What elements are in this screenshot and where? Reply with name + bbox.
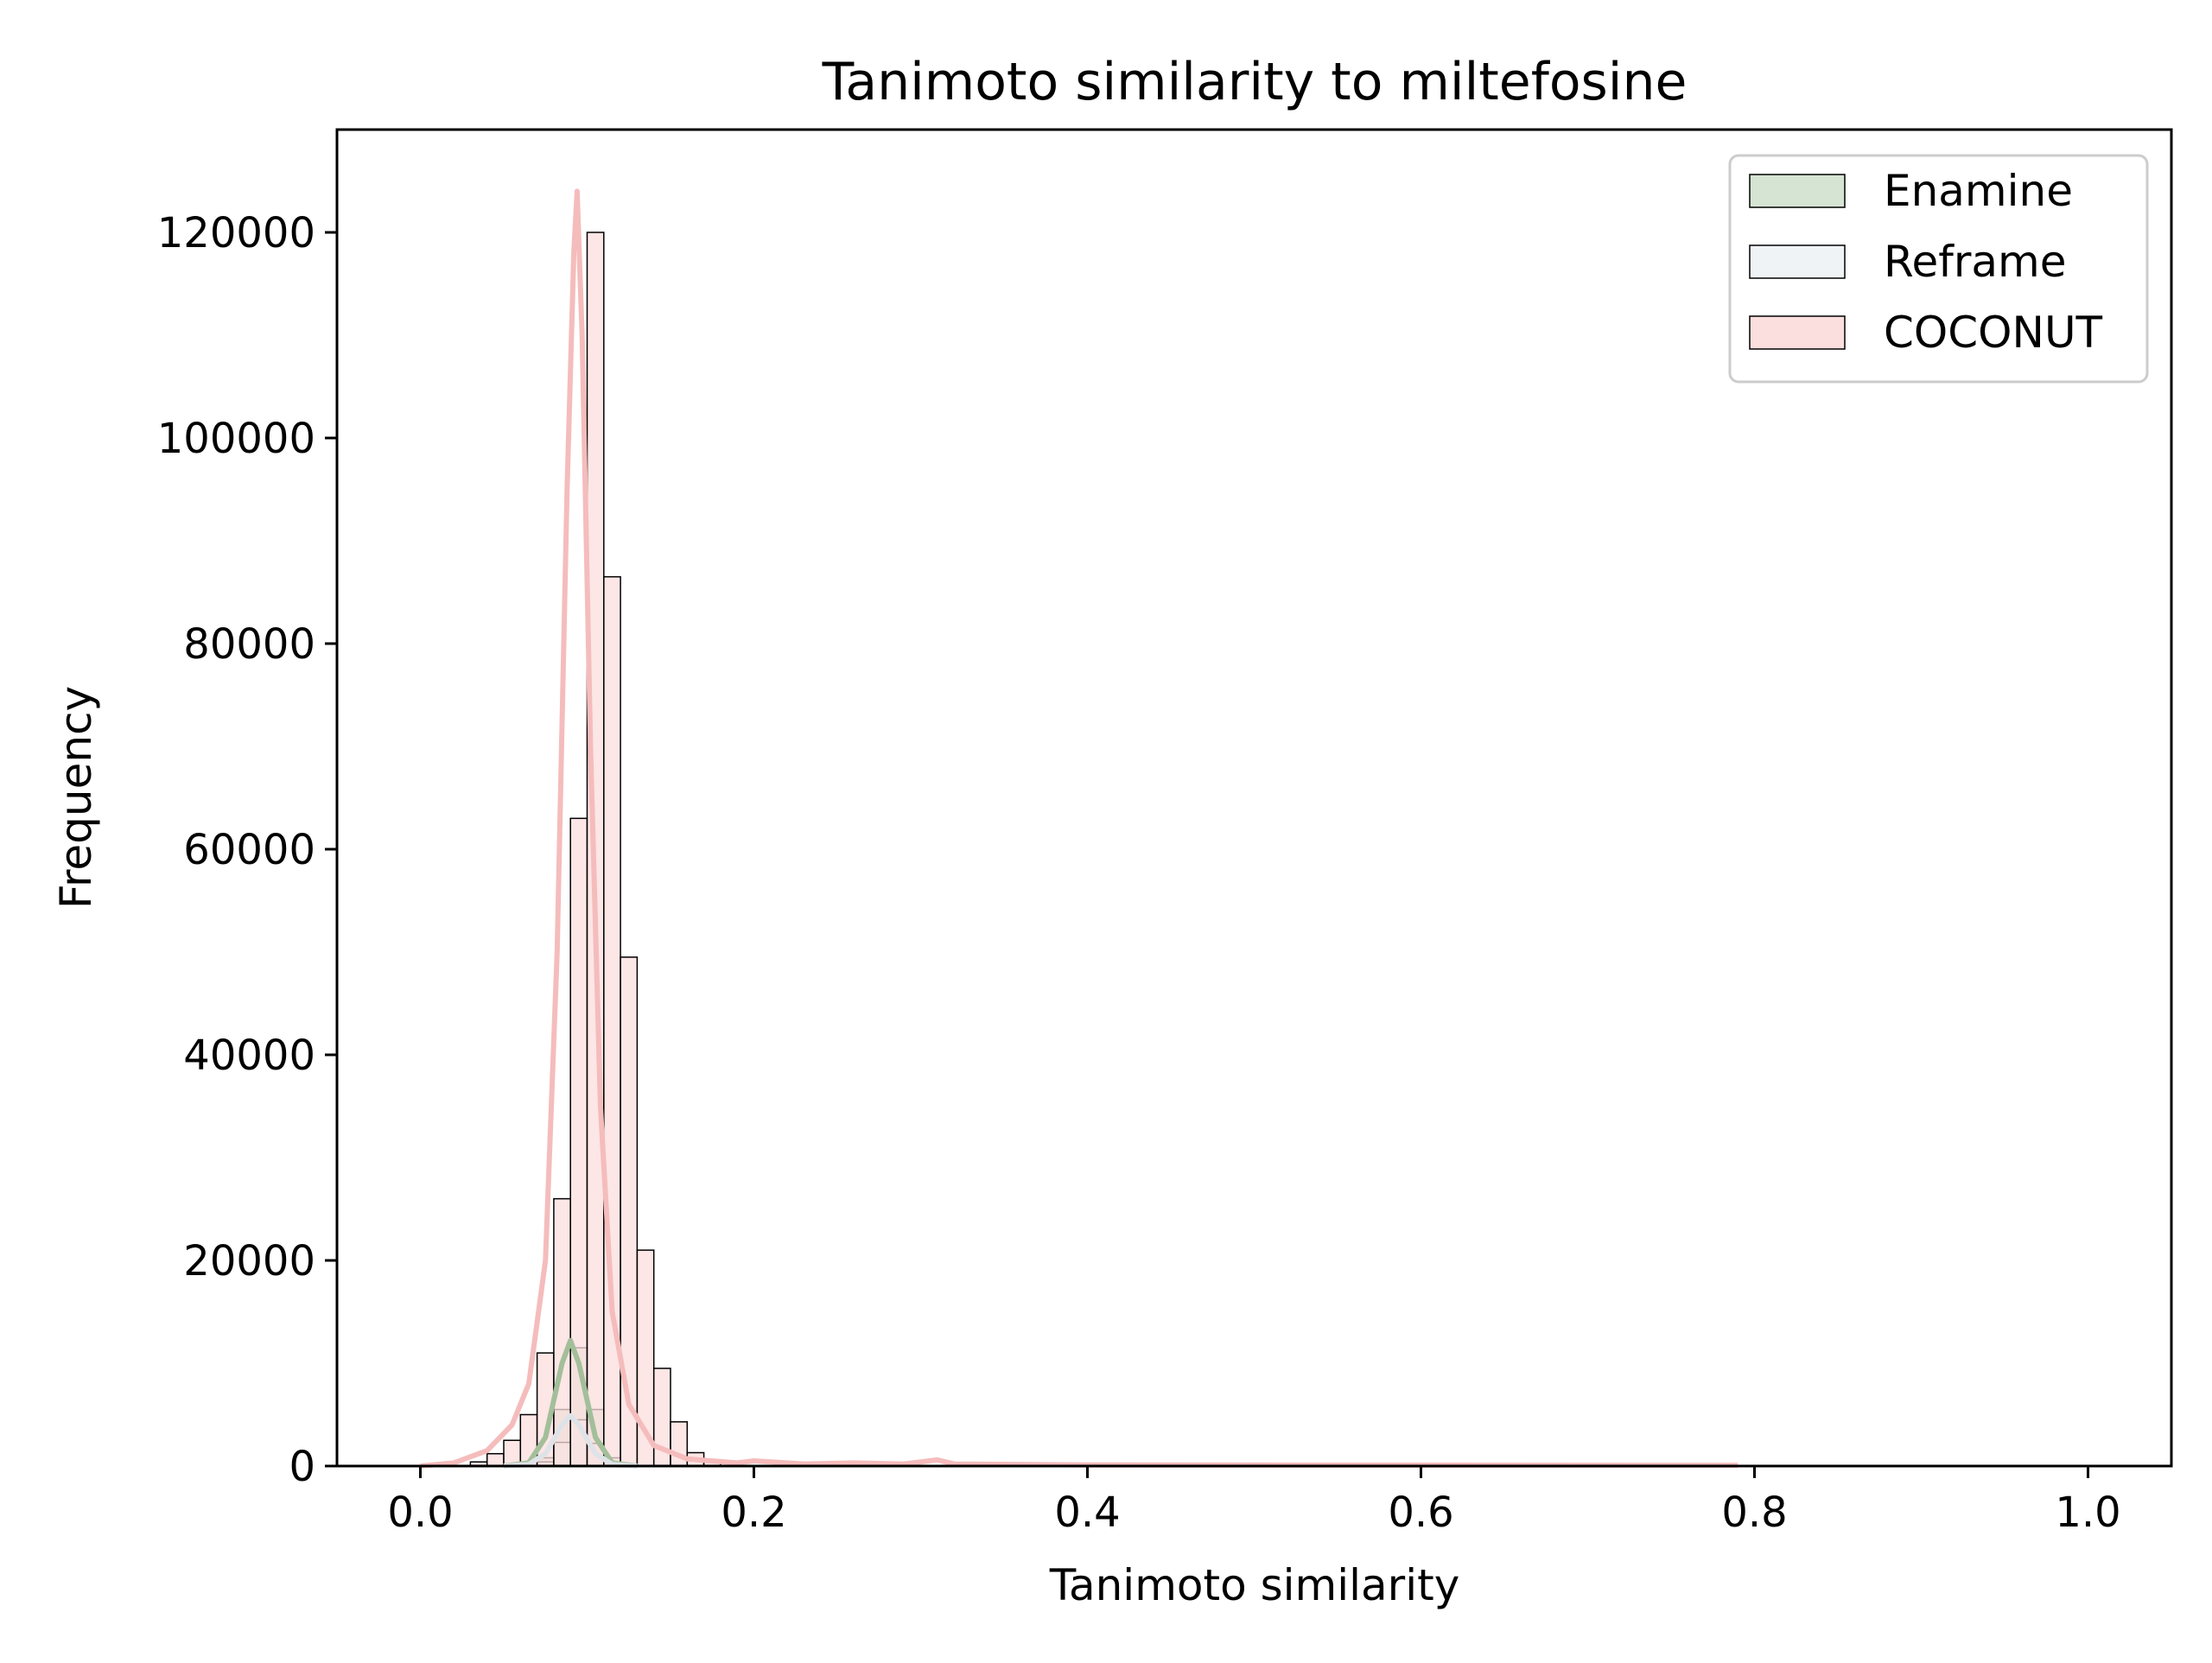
legend-label-enamine: Enamine bbox=[1884, 166, 2073, 216]
bars-layer bbox=[469, 232, 721, 1467]
kde-line-reframe bbox=[503, 1412, 638, 1469]
x-tick-label: 0.2 bbox=[721, 1488, 786, 1537]
y-tick-label: 80000 bbox=[183, 620, 315, 669]
x-tick-label: 0.6 bbox=[1388, 1488, 1453, 1537]
legend-label-reframe: Reframe bbox=[1884, 237, 2067, 287]
legend-swatch-reframe bbox=[1749, 244, 1846, 279]
y-tick-label: 60000 bbox=[183, 826, 315, 874]
x-axis-ticks: 0.0 0.2 0.4 0.6 0.8 1.0 bbox=[387, 1466, 2121, 1537]
y-tick-label: 100000 bbox=[157, 415, 315, 463]
kde-layer bbox=[420, 188, 1738, 1469]
y-tick-label: 0 bbox=[289, 1443, 315, 1491]
legend: Enamine Reframe COCONUT bbox=[1728, 154, 2149, 384]
y-tick-label: 120000 bbox=[157, 209, 315, 257]
bar-coconut-1 bbox=[486, 1452, 505, 1467]
legend-swatch-enamine bbox=[1749, 174, 1846, 208]
x-tick-label: 1.0 bbox=[2055, 1488, 2120, 1537]
y-axis-label: Frequency bbox=[51, 686, 101, 909]
kde-line-coconut bbox=[420, 188, 1738, 1469]
x-tick-label: 0.8 bbox=[1721, 1488, 1787, 1537]
legend-label-coconut: COCONUT bbox=[1884, 308, 2103, 358]
y-tick-label: 20000 bbox=[183, 1237, 315, 1285]
x-axis-label: Tanimoto similarity bbox=[1049, 1560, 1460, 1610]
kde-line-enamine bbox=[503, 1337, 638, 1469]
chart-title: Tanimoto similarity to miltefosine bbox=[822, 52, 1688, 112]
y-tick-label: 40000 bbox=[183, 1031, 315, 1080]
y-axis-ticks: 0 20000 40000 60000 80000 100000 120000 bbox=[157, 209, 337, 1491]
x-tick-label: 0.4 bbox=[1054, 1488, 1120, 1537]
legend-swatch-coconut bbox=[1749, 315, 1846, 350]
x-tick-label: 0.0 bbox=[387, 1488, 453, 1537]
plot-frame bbox=[335, 128, 2173, 1468]
